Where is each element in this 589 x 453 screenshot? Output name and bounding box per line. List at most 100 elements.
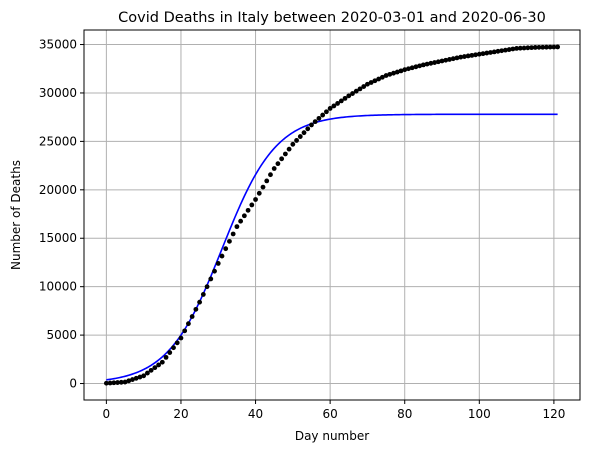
observed-point [133,375,139,381]
x-axis-ticks: 0 20 40 60 80 100 120 [103,400,565,421]
observed-point [200,292,206,297]
observed-point [122,379,128,385]
observed-point [249,202,255,208]
observed-point [521,45,527,51]
x-tick-label: 0 [103,407,111,421]
observed-point [331,103,337,109]
observed-point [510,46,516,52]
observed-point [383,73,389,78]
observed-point [517,45,523,51]
observed-point [342,95,348,101]
observed-point [193,306,199,312]
observed-point [525,45,531,51]
observed-point [204,284,210,290]
observed-point [398,68,404,74]
observed-point [115,380,120,385]
observed-point [555,44,561,50]
observed-point [529,45,534,51]
observed-point [126,378,132,384]
x-tick-label: 20 [173,407,188,421]
observed-point [305,126,311,132]
observed-point [458,54,464,60]
observed-point [506,47,512,52]
x-tick-label: 120 [542,407,565,421]
observed-point [163,354,169,360]
observed-point [402,67,408,73]
y-tick-label: 30000 [39,86,77,100]
observed-point [320,112,326,118]
observed-point [167,350,173,355]
observed-point [245,207,251,213]
observed-point [107,380,113,386]
observed-point [253,197,258,202]
observed-point [551,44,557,50]
observed-point [174,340,180,346]
observed-point [279,156,285,162]
observed-point [260,184,266,190]
observed-point [241,213,247,219]
observed-point [417,63,423,69]
observed-point [365,81,370,87]
y-tick-label: 20000 [39,183,77,197]
observed-point [111,380,117,386]
observed-point [189,314,195,319]
observed-point [454,55,460,61]
observed-point [432,60,437,65]
observed-point [309,122,314,128]
observed-point [435,59,441,65]
observed-point [338,98,344,104]
observed-point [327,106,333,111]
observed-point [376,76,382,82]
y-tick-label: 10000 [39,280,77,294]
x-axis-label: Day number [295,429,369,443]
y-tick-label: 0 [69,377,77,391]
y-axis-label: Number of Deaths [9,160,23,270]
observed-point [159,359,165,365]
observed-point [118,379,124,385]
observed-point [238,218,244,224]
observed-point [391,70,396,76]
observed-point [271,166,277,171]
observed-point [268,172,273,178]
observed-point [350,91,355,96]
observed-point [148,367,154,373]
observed-point [439,58,445,64]
y-axis-ticks: 0 5000 10000 15000 20000 25000 30000 35000 [39,38,84,391]
observed-point [197,299,203,305]
observed-points-layer [103,44,561,386]
observed-point [282,151,288,157]
y-tick-label: 5000 [46,328,77,342]
observed-point [294,138,299,143]
observed-point [473,52,478,58]
observed-point [491,49,497,55]
observed-point [361,84,367,89]
chart-title: Covid Deaths in Italy between 2020-03-01… [118,10,546,26]
observed-point [469,52,475,58]
observed-point [212,268,217,274]
x-tick-label: 60 [322,407,337,421]
observed-point [387,71,393,77]
observed-point [215,261,221,266]
observed-point [156,362,161,368]
observed-point [227,238,232,244]
observed-point [301,130,307,136]
observed-point [443,57,449,63]
observed-point [290,141,296,147]
observed-point [219,253,225,259]
observed-point [297,134,303,139]
observed-point [137,374,143,380]
observed-point [503,47,508,53]
observed-point [499,48,505,54]
observed-point [141,373,147,379]
observed-point [130,377,135,382]
observed-point [182,328,188,334]
observed-point [420,62,426,68]
observed-point [544,44,549,50]
grid [84,30,580,400]
observed-point [346,93,352,99]
observed-point [103,380,109,386]
observed-point [488,50,493,55]
x-tick-label: 80 [397,407,412,421]
